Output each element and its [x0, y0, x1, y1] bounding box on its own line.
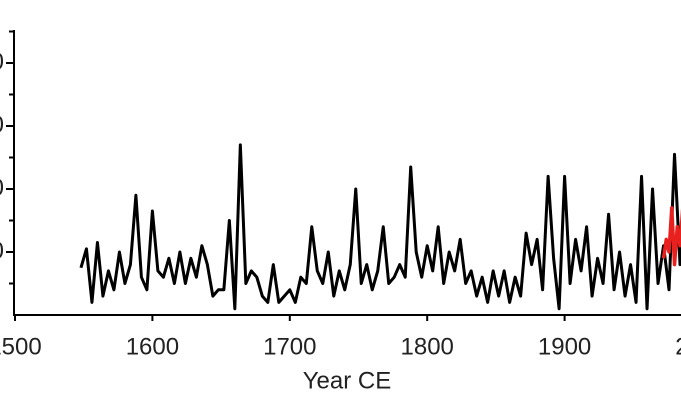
x-tick-label: 1500 — [0, 333, 42, 360]
data-line — [661, 206, 681, 267]
data-line — [79, 143, 681, 311]
y-tick-label: 40 — [0, 48, 4, 75]
y-tick-label: 20 — [0, 174, 4, 201]
x-axis-label: Year CE — [303, 367, 392, 394]
x-tick-label: 2000 — [675, 333, 681, 360]
x-tick-label: 1700 — [263, 333, 316, 360]
y-tick-label: 10 — [0, 237, 4, 264]
y-tick-label: 30 — [0, 111, 4, 138]
x-tick-label: 1600 — [126, 333, 179, 360]
x-tick-label: 1900 — [538, 333, 591, 360]
x-tick-label: 1800 — [401, 333, 454, 360]
